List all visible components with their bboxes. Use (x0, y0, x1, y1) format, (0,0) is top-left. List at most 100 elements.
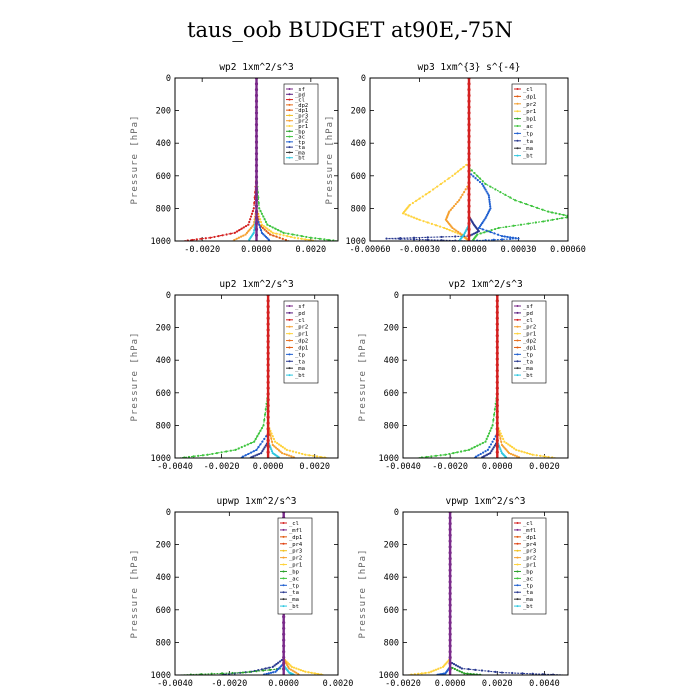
series-marker (460, 667, 464, 670)
series-marker (270, 432, 273, 435)
series-marker (456, 451, 459, 454)
series-marker (434, 454, 438, 457)
series-marker (456, 170, 460, 173)
series-marker (291, 450, 295, 453)
series-marker (279, 450, 282, 453)
y-tick-label: 0 (166, 291, 171, 301)
series-marker (484, 440, 487, 443)
x-tick-label: 0.0020 (299, 462, 330, 472)
series-marker (257, 432, 260, 435)
series-marker (425, 455, 428, 458)
series-marker (428, 191, 431, 194)
series-marker (305, 235, 308, 239)
series-marker (259, 220, 263, 224)
series-marker (495, 409, 499, 414)
series-marker (526, 452, 529, 455)
series-marker (500, 435, 504, 438)
legend-label: _dp1 (289, 535, 302, 541)
series-marker (422, 220, 425, 223)
y-tick-label: 800 (384, 421, 399, 431)
legend-label: _tp (295, 140, 305, 146)
series-marker (484, 217, 487, 220)
legend-marker (288, 151, 291, 154)
series-marker (252, 450, 255, 453)
series-marker (229, 449, 232, 452)
legend-label: _pd (295, 92, 305, 98)
x-tick-label: 0.0000 (241, 245, 272, 255)
series-marker (483, 231, 486, 234)
series-marker (225, 450, 228, 453)
legend-marker (288, 125, 291, 127)
series-marker (481, 180, 484, 183)
series-marker (485, 229, 488, 232)
series-marker (282, 632, 286, 636)
panel-up2: up2 1xm^2/s^3 Pressure [hPa] 0 200 400 600 800… (130, 279, 339, 472)
series-marker (288, 667, 291, 670)
series-marker (282, 638, 286, 642)
series-marker (240, 227, 243, 230)
series-marker (254, 233, 259, 237)
legend-label: _dp2 (295, 339, 308, 345)
legend-box (283, 300, 319, 384)
x-tick-label: -0.00060 (350, 245, 391, 255)
series-marker (467, 181, 471, 185)
series-marker (304, 238, 307, 241)
series-marker (448, 661, 452, 665)
series-marker (259, 210, 262, 213)
series-marker (260, 427, 264, 430)
series-marker (258, 223, 261, 226)
series-marker (254, 192, 259, 197)
legend-marker (516, 556, 519, 559)
series-marker (447, 177, 450, 180)
series-marker (547, 455, 550, 458)
series-marker (254, 175, 259, 179)
series-marker (467, 128, 471, 132)
series-marker (500, 671, 504, 674)
series-marker (254, 99, 259, 103)
legend-label: _dp1 (295, 108, 308, 114)
legend-label: _tp (289, 583, 299, 589)
series-marker (302, 669, 305, 673)
series-marker (500, 450, 503, 453)
series-marker (270, 437, 273, 440)
series-marker (261, 440, 264, 443)
series-marker (298, 452, 301, 455)
series-marker (491, 440, 494, 443)
series-marker (301, 452, 304, 456)
series-marker (495, 322, 499, 326)
series-line-tp (239, 295, 269, 458)
series-marker (474, 177, 477, 180)
series-marker (495, 427, 499, 431)
series-marker (266, 227, 269, 230)
legend-label: _pr2 (523, 325, 536, 331)
series-marker (448, 644, 452, 648)
legend-marker (288, 109, 291, 112)
series-marker (451, 230, 454, 233)
legend-label: _ma (295, 150, 305, 156)
legend-box (511, 300, 547, 384)
series-marker (467, 210, 471, 214)
y-tick-label: 1000 (151, 671, 171, 681)
series-marker (273, 664, 276, 667)
series-marker (297, 672, 300, 675)
series-marker (448, 527, 452, 532)
series-marker (253, 229, 256, 232)
series-marker (424, 671, 427, 675)
series-marker (476, 179, 479, 182)
series-marker (448, 545, 452, 549)
series-marker (488, 200, 491, 203)
series-marker (493, 413, 496, 416)
series-marker (489, 207, 492, 210)
series-marker (234, 448, 237, 451)
series-marker (300, 237, 303, 240)
series-marker (517, 237, 520, 240)
series-marker (478, 225, 482, 228)
series-marker (441, 665, 445, 668)
series-marker (448, 603, 452, 607)
series-marker (456, 669, 459, 672)
series-marker (307, 671, 310, 674)
legend-marker (516, 110, 519, 113)
series-marker (505, 225, 508, 228)
series-marker (256, 453, 259, 456)
